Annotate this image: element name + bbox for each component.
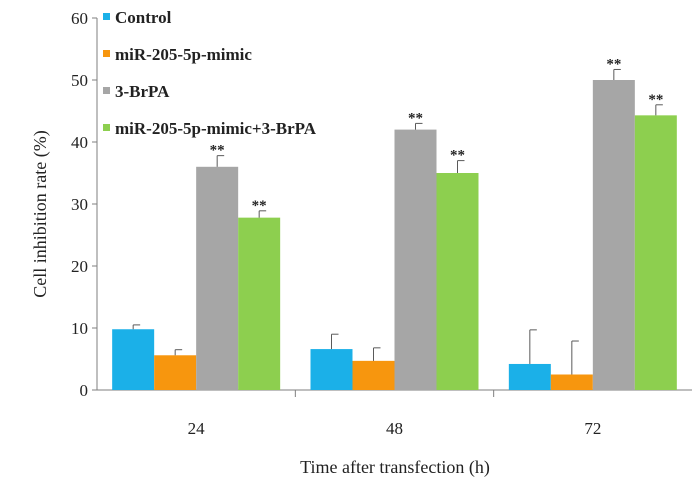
legend-swatch: [103, 50, 110, 57]
y-tick-label: 10: [71, 319, 88, 338]
bar: [550, 374, 593, 390]
significance-label: **: [606, 56, 621, 72]
significance-label: **: [210, 143, 225, 159]
bar: [508, 363, 551, 390]
y-tick-label: 60: [71, 9, 88, 28]
y-axis-title: Cell inhibition rate (%): [30, 130, 51, 297]
legend-label: miR-205-5p-mimic: [115, 45, 252, 64]
significance-label: **: [252, 198, 267, 214]
axes-layer: 0 10 20 30 40 50 60 24 48 72: [71, 9, 692, 438]
x-tick-label: 24: [188, 419, 206, 438]
bar: [592, 80, 635, 390]
legend-label: Control: [115, 8, 172, 27]
legend-swatch: [103, 87, 110, 94]
y-tick-label: 0: [80, 381, 89, 400]
bar: [238, 217, 281, 390]
y-tick-label: 30: [71, 195, 88, 214]
bars-layer: ** ** ** ** ** **: [112, 56, 677, 390]
x-tick-label: 72: [584, 419, 601, 438]
y-tick-label: 50: [71, 71, 88, 90]
bar: [310, 349, 353, 390]
bar: [436, 173, 479, 390]
y-tick-label: 40: [71, 133, 88, 152]
legend-swatch: [103, 124, 110, 131]
bar: [394, 129, 437, 390]
legend-swatch: [103, 13, 110, 20]
legend-label: 3-BrPA: [115, 82, 170, 101]
bar: [112, 329, 155, 390]
bar: [154, 355, 197, 390]
bar: [634, 115, 677, 390]
x-tick-label: 48: [386, 419, 403, 438]
bar: [196, 166, 239, 390]
y-tick-label: 20: [71, 257, 88, 276]
significance-label: **: [648, 92, 663, 108]
legend: Control miR-205-5p-mimic 3-BrPA miR-205-5p-…: [103, 8, 317, 138]
bar: [352, 360, 395, 390]
significance-label: **: [450, 148, 465, 164]
legend-label: miR-205-5p-mimic+3-BrPA: [115, 119, 317, 138]
significance-label: **: [408, 110, 423, 126]
x-axis-title: Time after transfection (h): [300, 457, 490, 478]
